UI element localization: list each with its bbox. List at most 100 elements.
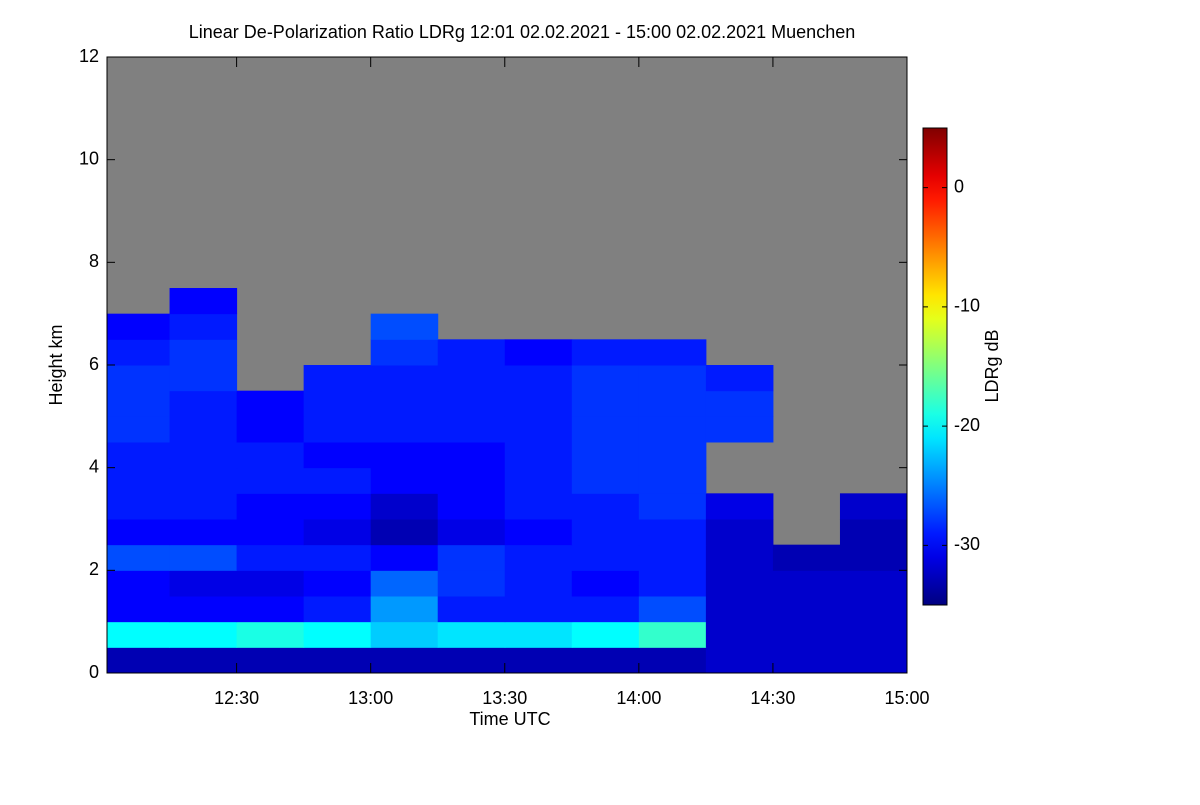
heatmap-cell bbox=[437, 493, 506, 520]
heatmap-cell bbox=[370, 544, 439, 571]
heatmap-cell bbox=[638, 621, 707, 648]
heatmap-cell bbox=[504, 544, 573, 571]
heatmap-cell bbox=[839, 621, 908, 648]
colorbar-tick-label: 0 bbox=[954, 176, 964, 196]
heatmap-cell bbox=[437, 519, 506, 546]
heatmap-cell bbox=[839, 647, 908, 674]
heatmap-cell bbox=[236, 390, 305, 417]
heatmap-cell bbox=[437, 467, 506, 494]
heatmap-cell bbox=[303, 544, 372, 571]
heatmap-cell bbox=[107, 313, 171, 340]
heatmap-cell bbox=[437, 570, 506, 597]
heatmap-cell bbox=[169, 519, 238, 546]
heatmap-cell bbox=[236, 493, 305, 520]
heatmap-cell bbox=[107, 647, 171, 674]
heatmap-cell bbox=[772, 570, 841, 597]
heatmap-cell bbox=[107, 442, 171, 469]
y-tick-label: 2 bbox=[89, 559, 99, 579]
heatmap-cell bbox=[504, 647, 573, 674]
heatmap-cell bbox=[107, 570, 171, 597]
heatmap-cell bbox=[169, 493, 238, 520]
heatmap-cell bbox=[638, 365, 707, 392]
y-axis-label: Height km bbox=[46, 324, 66, 405]
x-axis-label: Time UTC bbox=[469, 709, 550, 729]
heatmap-cell bbox=[107, 519, 171, 546]
heatmap-cell bbox=[107, 390, 171, 417]
heatmap-cell bbox=[370, 339, 439, 366]
x-tick-label: 14:30 bbox=[750, 688, 795, 708]
heatmap-cell bbox=[705, 544, 774, 571]
heatmap-cell bbox=[236, 416, 305, 443]
heatmap-cell bbox=[638, 416, 707, 443]
heatmap-cell bbox=[169, 390, 238, 417]
heatmap-cell bbox=[236, 647, 305, 674]
heatmap-cell bbox=[169, 365, 238, 392]
heatmap-cell bbox=[169, 570, 238, 597]
heatmap-cell bbox=[772, 621, 841, 648]
heatmap-cell bbox=[370, 621, 439, 648]
colorbar-tick-label: -20 bbox=[954, 415, 980, 435]
y-tick-label: 6 bbox=[89, 354, 99, 374]
heatmap-cell bbox=[303, 416, 372, 443]
heatmap-cell bbox=[571, 339, 640, 366]
heatmap-cell bbox=[169, 544, 238, 571]
heatmap-cell bbox=[772, 596, 841, 623]
heatmap-cell bbox=[705, 570, 774, 597]
heatmap-cell bbox=[504, 493, 573, 520]
heatmap-cell bbox=[107, 416, 171, 443]
heatmap-cell bbox=[839, 519, 908, 546]
heatmap-cell bbox=[571, 390, 640, 417]
heatmap-cell bbox=[169, 442, 238, 469]
heatmap-cell bbox=[303, 442, 372, 469]
heatmap-cell bbox=[303, 493, 372, 520]
heatmap-cell bbox=[772, 544, 841, 571]
heatmap-cell bbox=[504, 596, 573, 623]
heatmap-cell bbox=[504, 467, 573, 494]
heatmap-cell bbox=[236, 570, 305, 597]
heatmap-cell bbox=[107, 621, 171, 648]
heatmap-cell bbox=[571, 467, 640, 494]
heatmap-cell bbox=[303, 596, 372, 623]
heatmap-cell bbox=[437, 621, 506, 648]
y-tick-label: 0 bbox=[89, 662, 99, 682]
heatmap-cell bbox=[638, 390, 707, 417]
heatmap-cell bbox=[107, 365, 171, 392]
heatmap-cell bbox=[107, 544, 171, 571]
heatmap-cell bbox=[303, 621, 372, 648]
heatmap-cell bbox=[705, 493, 774, 520]
y-tick-label: 10 bbox=[79, 148, 99, 168]
heatmap-cell bbox=[571, 647, 640, 674]
heatmap-cell bbox=[370, 647, 439, 674]
heatmap-cell bbox=[571, 544, 640, 571]
heatmap-cell bbox=[437, 544, 506, 571]
x-tick-label: 12:30 bbox=[214, 688, 259, 708]
heatmap-cell bbox=[504, 570, 573, 597]
heatmap-cell bbox=[504, 390, 573, 417]
heatmap-cell bbox=[504, 442, 573, 469]
y-tick-label: 12 bbox=[79, 46, 99, 66]
y-tick-label: 4 bbox=[89, 456, 99, 476]
heatmap-cell bbox=[303, 365, 372, 392]
heatmap-cell bbox=[571, 519, 640, 546]
heatmap-cell bbox=[236, 596, 305, 623]
heatmap-cell bbox=[571, 621, 640, 648]
heatmap-cell bbox=[370, 467, 439, 494]
heatmap-cell bbox=[839, 544, 908, 571]
heatmap-cell bbox=[504, 519, 573, 546]
heatmap-cell bbox=[370, 416, 439, 443]
heatmap-cell bbox=[638, 519, 707, 546]
heatmap-cell bbox=[169, 288, 238, 315]
heatmap-cell bbox=[705, 390, 774, 417]
heatmap-cell bbox=[571, 442, 640, 469]
heatmap-cell bbox=[772, 647, 841, 674]
heatmap-cell bbox=[107, 339, 171, 366]
heatmap-cell bbox=[370, 519, 439, 546]
heatmap-cell bbox=[107, 596, 171, 623]
heatmap-cell bbox=[169, 313, 238, 340]
heatmap-cell bbox=[303, 467, 372, 494]
heatmap-cell bbox=[437, 647, 506, 674]
heatmap-cell bbox=[705, 365, 774, 392]
heatmap-cell bbox=[504, 365, 573, 392]
heatmap-cell bbox=[370, 313, 439, 340]
